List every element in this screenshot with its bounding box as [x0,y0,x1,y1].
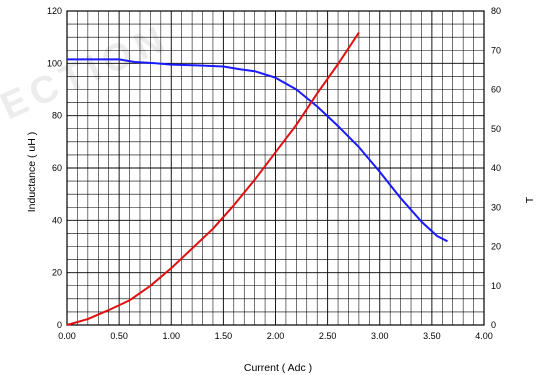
x-tick-label: 1.00 [162,331,180,341]
x-tick-label: 0.50 [110,331,128,341]
x-tick-label: 3.50 [423,331,441,341]
y-left-tick-label: 20 [52,268,62,278]
y-left-tick-label: 40 [52,215,62,225]
series-group [66,32,448,326]
y-left-tick-label: 120 [47,6,62,16]
grid [67,11,484,325]
y-right-tick-label: 80 [491,6,501,16]
x-tick-label: 1.50 [215,331,233,341]
y-axis-title-right: T [524,196,536,203]
tick-labels: 0.00 0.50 1.00 1.50 2.00 2.50 3.00 3.50 4.000204… [47,6,501,341]
inductance-line [67,58,448,243]
y-axis-title-left: Inductance ( uH ) [26,132,38,213]
x-tick-label: 4.00 [475,331,493,341]
y-right-tick-label: 60 [491,85,501,95]
y-right-tick-label: 50 [491,124,501,134]
x-tick-label: 2.00 [267,331,285,341]
x-tick-label: 3.00 [371,331,389,341]
temperature-rise-line [66,32,360,326]
y-right-tick-label: 30 [491,202,501,212]
y-right-tick-label: 0 [491,320,496,330]
y-right-tick-label: 10 [491,281,501,291]
y-right-tick-label: 40 [491,163,501,173]
y-right-tick-label: 20 [491,242,501,252]
y-right-tick-label: 70 [491,45,501,55]
x-tick-label: 2.50 [319,331,337,341]
plot-frame [66,10,485,326]
x-axis-title: Current ( Adc ) [244,362,312,374]
y-left-tick-label: 100 [47,58,62,68]
y-left-tick-label: 60 [52,163,62,173]
y-left-tick-label: 80 [52,111,62,121]
y-left-tick-label: 0 [57,320,62,330]
x-tick-label: 0.00 [58,331,76,341]
